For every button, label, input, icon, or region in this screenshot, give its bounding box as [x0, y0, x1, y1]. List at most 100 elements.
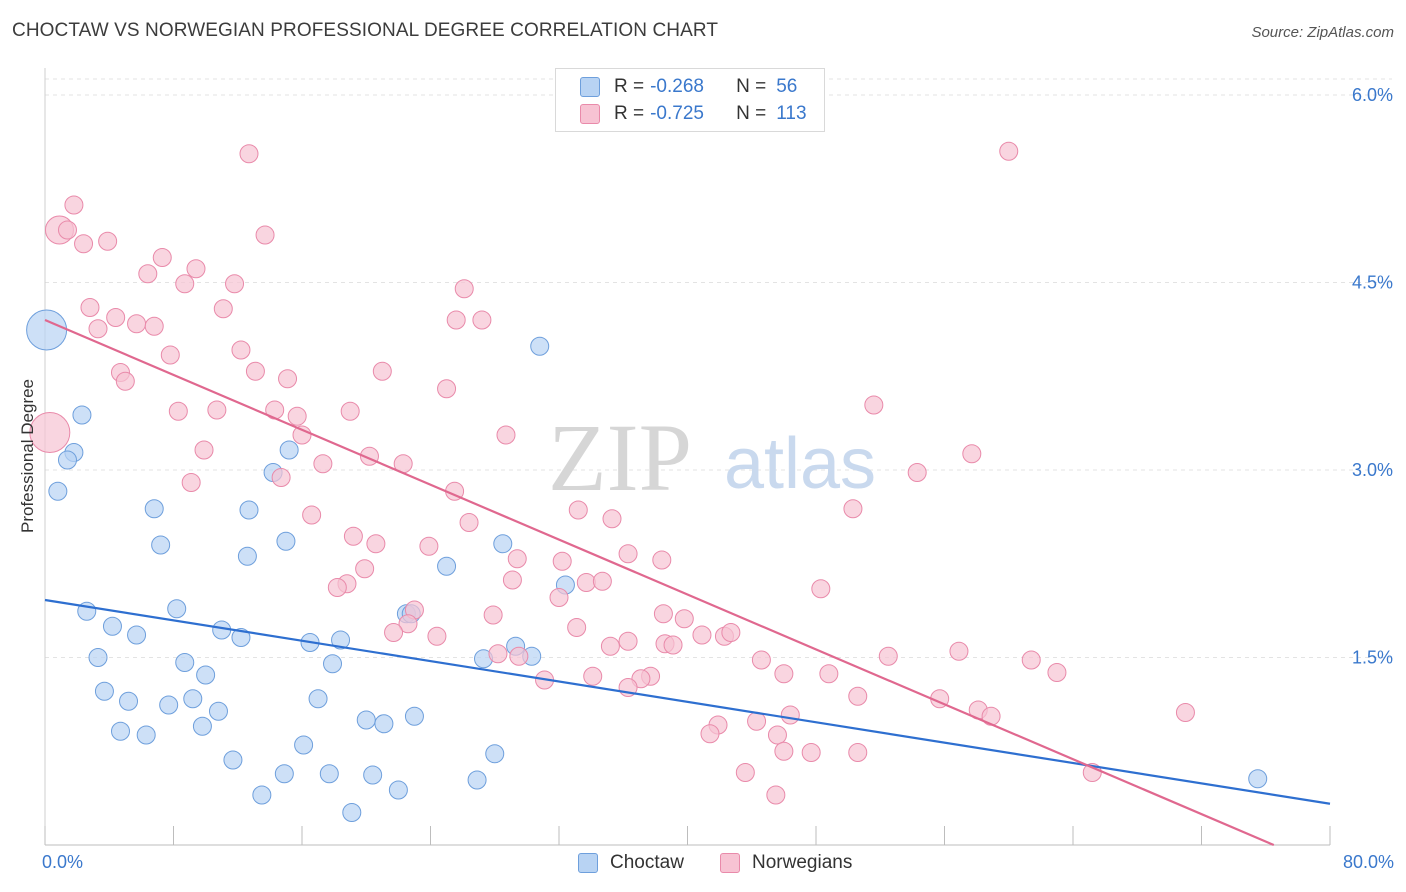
stats-legend-row-norwegians: R = -0.725 N = 113	[580, 102, 807, 126]
norwegian-point	[751, 650, 771, 670]
watermark: ZIP atlas	[548, 404, 876, 511]
r-label: R =	[614, 103, 645, 124]
norwegian-point	[231, 340, 251, 360]
choctaw-point	[530, 336, 550, 356]
r-value: -0.268	[650, 76, 704, 97]
choctaw-point	[119, 691, 139, 711]
x-tick-label-max: 80.0%	[1342, 852, 1394, 872]
choctaw-point	[363, 765, 383, 785]
norwegian-point	[583, 666, 603, 686]
choctaw-point	[208, 701, 228, 721]
choctaw-point	[331, 630, 351, 650]
norwegian-point	[327, 578, 347, 597]
y-tick-labels: 1.5% 3.0% 4.5% 6.0%	[1352, 85, 1393, 668]
watermark-zip: ZIP	[548, 404, 692, 511]
norwegian-point	[127, 314, 147, 334]
r-value: -0.725	[650, 103, 704, 124]
norwegian-point	[848, 743, 868, 762]
choctaw-point	[404, 706, 424, 726]
choctaw-point	[167, 599, 187, 619]
norwegian-point	[549, 588, 569, 607]
n-label: N =	[736, 76, 767, 97]
norwegian-point	[278, 369, 298, 389]
choctaw-point	[319, 764, 339, 784]
norwegian-point	[576, 573, 596, 592]
choctaw-swatch	[578, 853, 598, 873]
stats-legend: R = -0.268 N = 56 R = -0.725 N = 113	[555, 68, 825, 132]
norwegian-point	[340, 401, 360, 421]
norwegian-point	[384, 623, 404, 642]
norwegian-point	[700, 724, 720, 744]
legend-label: Choctaw	[610, 852, 684, 873]
choctaw-point	[323, 654, 343, 674]
legend-item-choctaw: Choctaw	[578, 852, 684, 874]
choctaw-point	[57, 450, 77, 470]
norwegian-point	[674, 609, 694, 629]
choctaw-point	[48, 481, 68, 501]
norwegian-point	[907, 463, 927, 482]
norwegian-point	[1175, 703, 1195, 722]
norwegian-point	[652, 550, 672, 570]
choctaw-point	[183, 689, 203, 709]
norwegian-point	[592, 571, 612, 591]
y-tick-label: 6.0%	[1352, 85, 1393, 105]
choctaw-point	[26, 309, 68, 351]
norwegian-point	[287, 406, 307, 426]
norwegian-point	[552, 551, 572, 571]
norwegian-point	[602, 509, 622, 529]
choctaw-trend-line	[44, 598, 1331, 805]
norwegian-point	[488, 644, 508, 664]
norwegian-point	[496, 425, 516, 445]
norwegian-trend-line	[44, 318, 1275, 847]
stats-legend-row-choctaw: R = -0.268 N = 56	[580, 75, 797, 99]
norwegian-point	[255, 225, 275, 245]
norwegian-point	[767, 725, 787, 745]
n-value: 113	[776, 103, 807, 124]
norwegian-point	[766, 785, 786, 805]
norwegian-point	[181, 473, 201, 492]
norwegian-point	[507, 549, 527, 569]
choctaw-point	[136, 725, 156, 745]
choctaw-point	[237, 546, 257, 566]
choctaw-point	[144, 499, 164, 519]
choctaw-point	[467, 770, 487, 790]
n-label: N =	[736, 103, 767, 124]
r-label: R =	[614, 76, 645, 97]
choctaw-point	[279, 440, 299, 460]
norwegian-point	[1047, 663, 1067, 682]
norwegian-point	[175, 274, 195, 294]
choctaw-point	[110, 721, 130, 741]
choctaw-point	[308, 689, 328, 709]
y-tick-label: 3.0%	[1352, 460, 1393, 480]
norwegian-point	[848, 686, 868, 706]
norwegian-point	[98, 231, 118, 251]
norwegian-point	[271, 468, 291, 487]
norwegian-point	[811, 579, 831, 599]
norwegian-point	[747, 711, 767, 731]
choctaw-point	[159, 695, 179, 715]
norwegian-point	[864, 395, 884, 415]
trend-lines	[44, 318, 1331, 847]
norwegian-point	[774, 664, 794, 684]
choctaw-point	[231, 628, 251, 647]
legend-item-norwegians: Norwegians	[720, 852, 852, 874]
norwegian-point	[446, 310, 466, 330]
choctaw-point	[493, 534, 513, 554]
norwegian-point	[843, 499, 863, 519]
norwegian-point	[152, 248, 172, 267]
legend-label: Norwegians	[752, 852, 853, 873]
norwegian-point	[302, 505, 322, 525]
norwegian-point	[502, 570, 522, 590]
norwegian-point	[454, 279, 474, 299]
norwegian-point	[213, 299, 233, 319]
norwegian-point	[160, 345, 180, 365]
norwegian-point	[427, 626, 447, 646]
norwegian-point	[57, 220, 77, 240]
choctaw-point	[388, 780, 408, 800]
choctaw-point	[437, 556, 457, 576]
y-tick-label: 1.5%	[1352, 648, 1393, 668]
norwegian-point	[600, 636, 620, 656]
norwegian-point	[194, 440, 214, 460]
norwegian-point	[419, 536, 439, 556]
